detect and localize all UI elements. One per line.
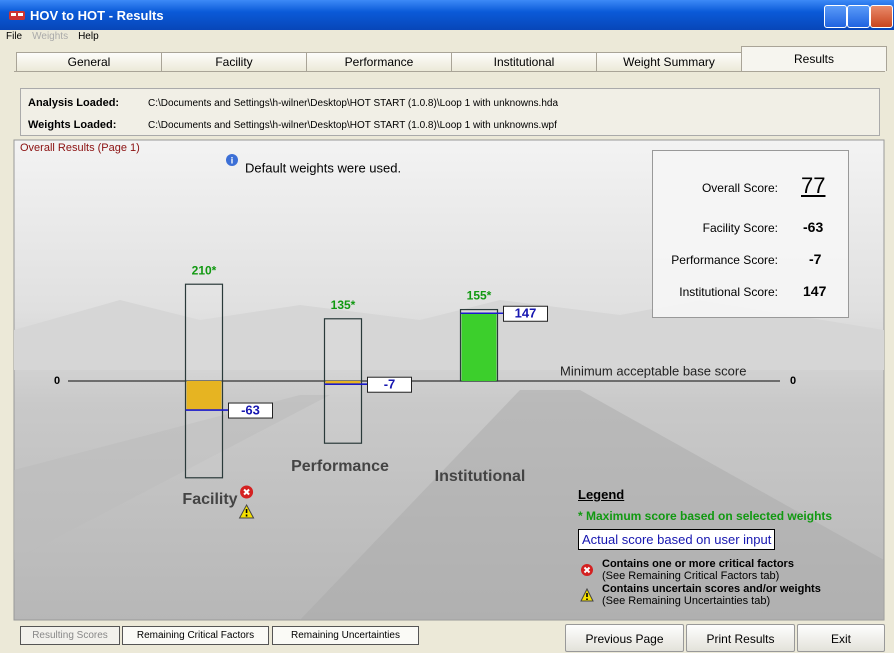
score-label: Institutional Score: [679, 285, 778, 299]
legend-hint: (See Remaining Uncertainties tab) [602, 595, 878, 607]
menu-item: Weights [32, 31, 68, 42]
legend-title: Legend [578, 487, 878, 502]
score-label: -63 [241, 402, 260, 417]
legend-hint: (See Remaining Critical Factors tab) [602, 570, 878, 582]
category-label: Institutional [435, 468, 526, 485]
category-label: Facility [182, 491, 237, 508]
bottom-tab[interactable]: Remaining Uncertainties [272, 626, 419, 645]
tab[interactable]: Weight Summary [596, 52, 742, 71]
score-label: -7 [384, 377, 396, 392]
tab[interactable]: Performance [306, 52, 452, 71]
bottom-tab[interactable]: Remaining Critical Factors [122, 626, 269, 645]
uncertain-icon [580, 588, 594, 602]
previous-page-button[interactable]: Previous Page [565, 624, 684, 652]
minimize-button[interactable] [824, 5, 847, 28]
tab-rule [14, 71, 885, 72]
category-label: Performance [291, 458, 389, 475]
note: Default weights were used. [245, 160, 401, 175]
score-label: Performance Score: [671, 253, 778, 267]
reference-label: Minimum acceptable base score [560, 363, 746, 378]
score-value: -7 [809, 251, 821, 267]
file-path: C:\Documents and Settings\h-wilner\Deskt… [148, 120, 557, 131]
legend-text: Contains uncertain scores and/or weights [602, 583, 878, 595]
score-bar [462, 313, 497, 381]
print-results-button[interactable]: Print Results [686, 624, 795, 652]
menu-bar: File Weights Help [0, 31, 894, 45]
legend-critical: Contains one or more critical factors (S… [578, 558, 878, 582]
info-icon-glyph: i [231, 155, 234, 165]
tick-label: 0 [790, 375, 796, 387]
legend-max-note: * Maximum score based on selected weight… [578, 509, 878, 523]
exit-button[interactable]: Exit [797, 624, 885, 652]
menu-item[interactable]: Help [78, 31, 99, 42]
close-button[interactable] [870, 5, 893, 28]
max-label: 155* [467, 289, 492, 303]
file-path: C:\Documents and Settings\h-wilner\Deskt… [148, 98, 558, 109]
menu-item[interactable]: File [6, 31, 22, 42]
tick-label: 0 [54, 375, 60, 387]
tab[interactable]: General [16, 52, 162, 71]
window: Overall Results (Page 1) i Default weigh… [0, 0, 894, 652]
score-panel: Overall Score: 77 Facility Score: -63 Pe… [652, 150, 849, 318]
maximize-button[interactable] [847, 5, 870, 28]
score-label: 147 [515, 306, 537, 321]
score-bar [187, 381, 222, 410]
legend-text: Contains one or more critical factors [602, 558, 878, 570]
score-value: 147 [803, 283, 826, 299]
file-label: Analysis Loaded: [28, 97, 119, 109]
legend-actual-note: Actual score based on user input [578, 529, 775, 550]
app-icon [8, 7, 26, 23]
tab-active[interactable]: Results [741, 46, 887, 71]
legend-uncertain: Contains uncertain scores and/or weights… [578, 583, 878, 607]
file-label: Weights Loaded: [28, 119, 116, 131]
tab[interactable]: Facility [161, 52, 307, 71]
legend: Legend * Maximum score based on selected… [578, 487, 878, 607]
bottom-tab[interactable]: Resulting Scores [20, 626, 120, 645]
max-label: 210* [192, 263, 217, 277]
overall-score: 77 [801, 173, 825, 199]
page: HOV to HOT - Results {"window": {"title"… [0, 0, 894, 652]
tab[interactable]: Institutional [451, 52, 597, 71]
title-bar: HOV to HOT - Results [0, 0, 894, 30]
file-info: Analysis Loaded: C:\Documents and Settin… [20, 88, 880, 136]
critical-icon [580, 563, 594, 577]
window-title: HOV to HOT - Results [30, 8, 164, 23]
max-label: 135* [331, 298, 356, 312]
section-title: Overall Results (Page 1) [20, 142, 140, 154]
score-label: Facility Score: [703, 221, 778, 235]
score-label: Overall Score: [702, 181, 778, 195]
score-value: -63 [803, 219, 823, 235]
